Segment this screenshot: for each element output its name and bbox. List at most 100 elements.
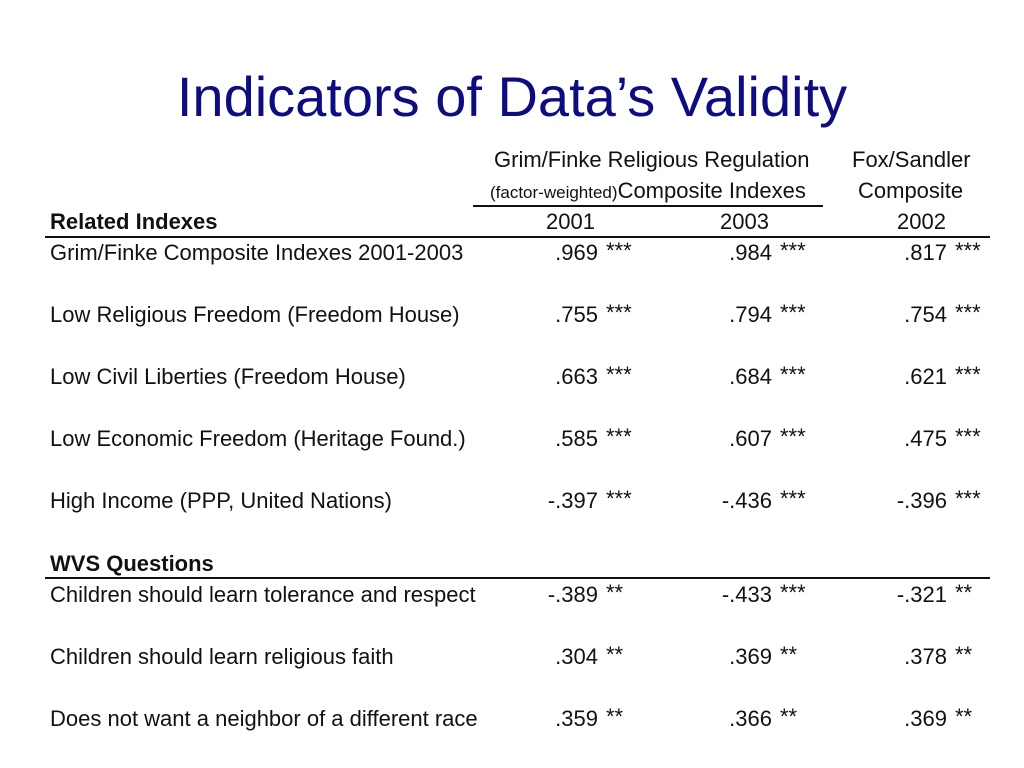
value-cell: .684 *** [702, 362, 806, 390]
row-label: High Income (PPP, United Nations) [50, 488, 392, 513]
significance-stars: *** [606, 362, 632, 387]
coefficient: -.396 [896, 488, 947, 513]
value-cell: .969 *** [528, 238, 632, 266]
value-cell: .475 *** [877, 424, 981, 452]
value-cell: -.321 ** [877, 580, 972, 608]
significance-stars: ** [955, 704, 973, 729]
significance-stars: *** [955, 238, 981, 263]
significance-stars: ** [780, 642, 798, 667]
row-label: Grim/Finke Composite Indexes 2001-2003 [50, 240, 464, 265]
coefficient: .817 [904, 240, 947, 265]
value-cell: .755 *** [528, 300, 632, 328]
value-cell: -.436 *** [702, 486, 806, 514]
significance-stars: ** [955, 642, 973, 667]
significance-stars: *** [606, 238, 632, 263]
composite-indexes-label: Composite Indexes [617, 178, 806, 203]
significance-stars: *** [606, 300, 632, 325]
section-heading: Related Indexes [50, 209, 218, 234]
table-row: Children should learn religious faith .30… [0, 642, 1024, 674]
coefficient: .684 [729, 364, 772, 389]
table-row: Children should learn tolerance and resp… [0, 580, 1024, 612]
fox-sandler-header-line1: Fox/Sandler [852, 147, 971, 172]
value-cell: .359 ** [528, 704, 623, 732]
table-row: Grim/Finke Composite Indexes 2001-2003 .9… [0, 238, 1024, 270]
significance-stars: *** [606, 486, 632, 511]
section-rule [45, 577, 990, 579]
coefficient: -.397 [547, 488, 598, 513]
value-cell: .984 *** [702, 238, 806, 266]
coefficient: .621 [904, 364, 947, 389]
table-row: High Income (PPP, United Nations) -.397 **… [0, 486, 1024, 518]
value-cell: .366 ** [702, 704, 797, 732]
col-2001-header: 2001 [546, 209, 595, 234]
value-cell: .817 *** [877, 238, 981, 266]
fox-sandler-header-line2: Composite [858, 178, 964, 203]
coefficient: .585 [555, 426, 598, 451]
value-cell: -.396 *** [877, 486, 981, 514]
value-cell: .663 *** [528, 362, 632, 390]
table-row: Does not want a neighbor of a different … [0, 704, 1024, 736]
coefficient: -.389 [547, 582, 598, 607]
table-row: Low Civil Liberties (Freedom House) .663 *… [0, 362, 1024, 394]
coefficient: .475 [904, 426, 947, 451]
value-cell: .794 *** [702, 300, 806, 328]
significance-stars: *** [780, 486, 806, 511]
coefficient: -.436 [721, 488, 772, 513]
significance-stars: *** [780, 300, 806, 325]
row-label: Children should learn tolerance and resp… [50, 582, 476, 607]
coefficient: .663 [555, 364, 598, 389]
coefficient: .304 [555, 644, 598, 669]
value-cell: .621 *** [877, 362, 981, 390]
value-cell: .369 ** [702, 642, 797, 670]
coefficient: .369 [904, 706, 947, 731]
value-cell: .585 *** [528, 424, 632, 452]
significance-stars: ** [780, 704, 798, 729]
coefficient: .754 [904, 302, 947, 327]
grim-finke-header-line1: Grim/Finke Religious Regulation [494, 147, 810, 172]
value-cell: .754 *** [877, 300, 981, 328]
value-cell: -.389 ** [528, 580, 623, 608]
significance-stars: ** [606, 642, 624, 667]
significance-stars: *** [780, 238, 806, 263]
coefficient: .366 [729, 706, 772, 731]
value-cell: .378 ** [877, 642, 972, 670]
coefficient: .984 [729, 240, 772, 265]
significance-stars: *** [780, 362, 806, 387]
coefficient: .369 [729, 644, 772, 669]
col-2003-header: 2003 [720, 209, 769, 234]
coefficient: .969 [555, 240, 598, 265]
table-row: Low Religious Freedom (Freedom House) .75… [0, 300, 1024, 332]
row-label: Low Civil Liberties (Freedom House) [50, 364, 406, 389]
significance-stars: *** [955, 300, 981, 325]
coefficient: .755 [555, 302, 598, 327]
coefficient: .378 [904, 644, 947, 669]
coefficient: .794 [729, 302, 772, 327]
value-cell: .607 *** [702, 424, 806, 452]
significance-stars: *** [955, 362, 981, 387]
value-cell: .304 ** [528, 642, 623, 670]
significance-stars: *** [780, 424, 806, 449]
coefficient: .359 [555, 706, 598, 731]
section-heading: WVS Questions [50, 551, 214, 576]
row-label: Low Religious Freedom (Freedom House) [50, 302, 460, 327]
significance-stars: *** [780, 580, 806, 605]
col-2002-header: 2002 [897, 209, 946, 234]
grim-finke-header-line2: (factor-weighted)Composite Indexes [490, 178, 806, 204]
table-row: Low Economic Freedom (Heritage Found.) .5… [0, 424, 1024, 456]
coefficient: -.321 [896, 582, 947, 607]
significance-stars: ** [606, 580, 624, 605]
significance-stars: *** [955, 486, 981, 511]
value-cell: -.433 *** [702, 580, 806, 608]
row-label: Does not want a neighbor of a different … [50, 706, 478, 731]
significance-stars: *** [955, 424, 981, 449]
row-label: Low Economic Freedom (Heritage Found.) [50, 426, 466, 451]
coefficient: -.433 [721, 582, 772, 607]
value-cell: -.397 *** [528, 486, 632, 514]
group-header-rule [473, 205, 823, 207]
significance-stars: ** [606, 704, 624, 729]
factor-weighted-note: (factor-weighted) [490, 183, 618, 202]
significance-stars: *** [606, 424, 632, 449]
significance-stars: ** [955, 580, 973, 605]
section-rule [45, 236, 990, 238]
row-label: Children should learn religious faith [50, 644, 394, 669]
